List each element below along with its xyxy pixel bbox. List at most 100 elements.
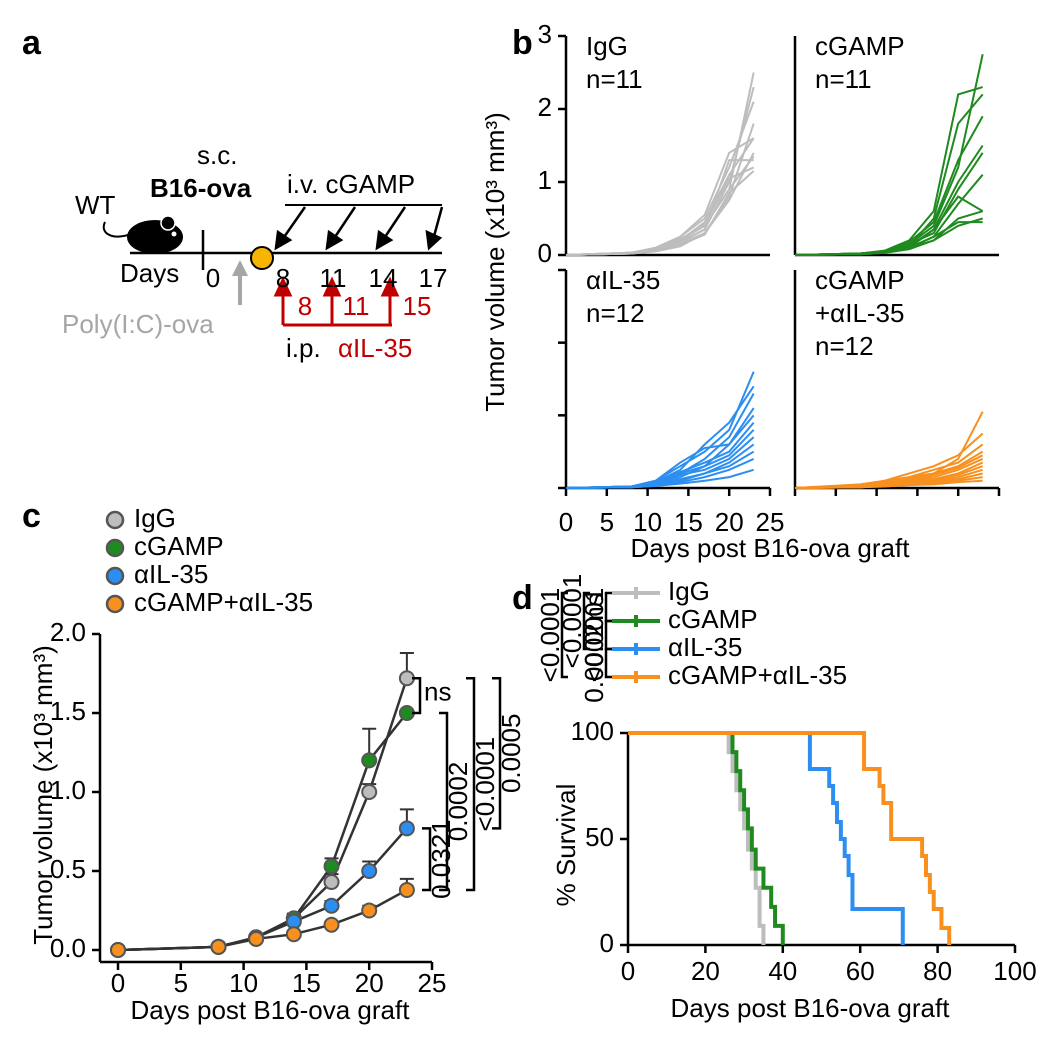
x-tick-label: 15 xyxy=(674,507,703,537)
survival-curve xyxy=(628,731,905,945)
panel-label: b xyxy=(512,24,533,62)
p-value: <0.0001 xyxy=(535,588,565,683)
panel-label: a xyxy=(22,24,42,62)
marker xyxy=(323,916,340,933)
priming-label: Poly(I:C)-ova xyxy=(62,309,214,339)
x-tick-label: 10 xyxy=(633,507,662,537)
iv-label: i.v. cGAMP xyxy=(287,169,415,199)
marker xyxy=(285,926,302,943)
ip-drug-label: αIL-35 xyxy=(338,333,412,363)
y-axis-label: Tumor volume (x10³ mm³) xyxy=(28,645,58,945)
significance-bracket xyxy=(492,676,502,830)
panel-title: n=11 xyxy=(586,64,643,94)
x-tick-label: 0 xyxy=(111,968,125,998)
x-tick-label: 0 xyxy=(559,507,573,537)
panel-title: αIL-35 xyxy=(586,265,660,295)
mouse-eye xyxy=(171,231,177,237)
marker xyxy=(361,863,378,879)
panel-title: IgG xyxy=(586,31,628,61)
marker xyxy=(361,902,378,919)
day-label: 17 xyxy=(419,263,448,293)
ip-arrows xyxy=(273,276,400,327)
y-axis-label: % Survival xyxy=(551,784,581,907)
panel-label: c xyxy=(22,497,41,535)
mouse-line xyxy=(794,479,983,489)
mouse-line xyxy=(565,468,754,489)
survival-curve xyxy=(628,731,952,945)
panel-title: +αIL-35 xyxy=(815,298,904,328)
significance-bracket xyxy=(422,827,432,892)
significance-bracket xyxy=(560,591,568,679)
x-tick-label: 10 xyxy=(229,968,258,998)
marker xyxy=(361,752,378,769)
mouse-line xyxy=(794,221,983,256)
x-tick-label: 60 xyxy=(846,956,875,986)
y-tick-label: 1.0 xyxy=(50,775,86,805)
x-tick-label: 80 xyxy=(923,956,952,986)
panel-title: n=12 xyxy=(815,331,874,361)
x-tick-label: 100 xyxy=(993,956,1036,986)
legend-label: cGAMP+αIL-35 xyxy=(668,660,847,690)
legend-label: cGAMP+αIL-35 xyxy=(134,587,313,617)
marker xyxy=(248,930,265,947)
marker xyxy=(398,705,415,721)
y-axis-label: Tumor volume (x10³ mm³) xyxy=(480,112,510,412)
panel-title: n=12 xyxy=(586,298,645,328)
panel-title: cGAMP xyxy=(815,31,905,61)
x-tick-label: 25 xyxy=(756,507,785,537)
y-tick-label: 100 xyxy=(571,716,614,746)
legend-line xyxy=(612,671,660,683)
x-tick-label: 25 xyxy=(418,968,447,998)
marker xyxy=(398,670,415,687)
survival-curve xyxy=(628,731,766,945)
x-axis-label: Days post B16-ova graft xyxy=(671,993,951,1023)
mean-line xyxy=(117,827,408,952)
y-tick-label: 1 xyxy=(538,165,552,195)
significance-bracket xyxy=(466,676,476,892)
p-value: 0.0321 xyxy=(426,819,456,899)
day-label: 8 xyxy=(276,263,290,293)
marker xyxy=(210,938,227,955)
marker xyxy=(398,820,415,837)
marker xyxy=(323,874,340,891)
p-value: ns xyxy=(424,676,451,706)
legend-label: cGAMP xyxy=(134,531,224,561)
day-label: 14 xyxy=(369,263,398,293)
survival-curve xyxy=(628,731,785,945)
mouse-line xyxy=(565,101,755,256)
x-tick-label: 5 xyxy=(174,968,188,998)
panel-title: n=11 xyxy=(815,64,872,94)
mouse-line xyxy=(794,174,984,256)
mouse-line xyxy=(794,195,984,256)
y-tick-label: 2 xyxy=(538,92,552,122)
priming-arrowhead xyxy=(232,260,248,276)
legend-label: αIL-35 xyxy=(134,559,208,589)
x-tick-label: 20 xyxy=(691,956,720,986)
mouse-tail xyxy=(102,221,129,238)
significance-bracket xyxy=(604,647,612,679)
y-tick-label: 1.5 xyxy=(50,696,86,726)
y-tick-label: 0 xyxy=(538,238,552,268)
significance-bracket xyxy=(412,676,422,715)
mouse-line xyxy=(565,393,755,489)
ip-day-label: 11 xyxy=(343,291,370,321)
y-tick-label: 2.0 xyxy=(50,617,86,647)
p-value: 0.0005 xyxy=(496,714,526,794)
legend-label: αIL-35 xyxy=(668,632,742,662)
y-tick-label: 50 xyxy=(585,822,614,852)
y-tick-label: 0 xyxy=(600,928,614,958)
strain-label: WT xyxy=(75,190,116,220)
legend-line xyxy=(612,615,660,627)
iv-arrows xyxy=(274,206,444,251)
legend-line xyxy=(612,643,660,655)
significance-bracket xyxy=(439,711,449,892)
schematic: WT s.c. B16-ova i.v. cGAMP Days 0 8 11 1… xyxy=(62,140,447,363)
ip-route-label: i.p. xyxy=(286,333,321,363)
ip-day-label: 15 xyxy=(403,291,432,321)
y-tick-label: 3 xyxy=(538,19,552,49)
legend-label: IgG xyxy=(668,576,710,606)
legend-marker xyxy=(105,566,125,586)
mouse-ear xyxy=(160,215,176,231)
tumor-label: B16-ova xyxy=(150,173,252,203)
